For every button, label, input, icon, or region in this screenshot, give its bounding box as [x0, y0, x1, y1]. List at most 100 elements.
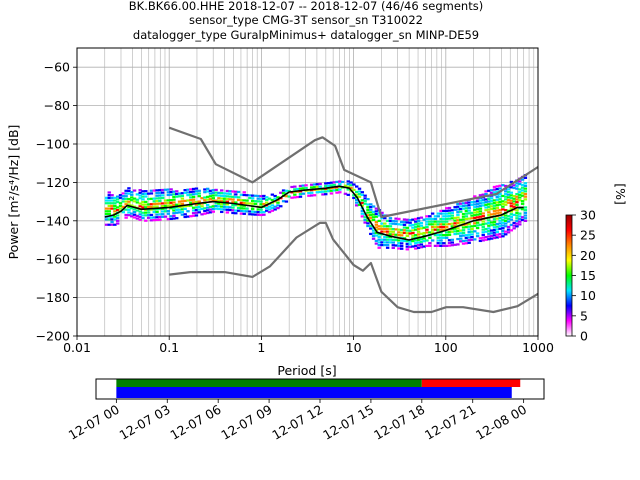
histogram-cell — [520, 186, 525, 189]
histogram-cell — [416, 219, 421, 223]
histogram-cell — [484, 203, 488, 206]
histogram-cell — [217, 191, 221, 194]
histogram-cell — [425, 239, 429, 242]
histogram-cell — [155, 216, 159, 219]
histogram-cell — [397, 231, 401, 234]
histogram-cell — [402, 226, 407, 229]
histogram-cell — [450, 230, 455, 233]
histogram-cell — [130, 215, 134, 218]
histogram-cell — [166, 209, 171, 213]
histogram-cell — [169, 204, 173, 207]
colorbar-gradient — [565, 214, 573, 337]
histogram-cell — [416, 225, 421, 228]
histogram-cell — [487, 203, 491, 206]
histogram-cell — [124, 192, 128, 195]
timeline-tick-label: 12-07 21 — [422, 402, 478, 443]
histogram-cell — [414, 239, 418, 242]
histogram-cell — [205, 187, 210, 190]
histogram-cell — [194, 192, 199, 196]
histogram-cell — [211, 191, 215, 194]
histogram-cell — [399, 228, 404, 232]
histogram-cell — [116, 214, 120, 217]
histogram-cell — [189, 204, 193, 207]
histogram-cell — [205, 190, 210, 193]
colorbar-tick-label: 0 — [580, 329, 588, 344]
histogram-cell — [523, 198, 528, 201]
histogram-cell — [130, 212, 134, 215]
histogram-cell — [191, 195, 196, 199]
histogram-cell — [509, 229, 514, 232]
histogram-cell — [464, 201, 469, 205]
histogram-cell — [298, 195, 303, 198]
histogram-cell — [363, 199, 367, 203]
histogram-cell — [506, 196, 511, 199]
histogram-cell — [430, 228, 435, 231]
histogram-cell — [512, 221, 516, 225]
histogram-cell — [155, 197, 159, 200]
histogram-cell — [138, 191, 142, 194]
histogram-cell — [324, 182, 328, 185]
histogram-cell — [492, 185, 497, 189]
histogram-cell — [489, 232, 494, 235]
histogram-cell — [515, 225, 519, 228]
histogram-cell — [461, 229, 466, 232]
histogram-cell — [506, 225, 511, 229]
histogram-cell — [504, 233, 508, 236]
histogram-cell — [515, 187, 519, 190]
histogram-cell — [250, 210, 255, 213]
histogram-cell — [110, 220, 114, 224]
histogram-cell — [130, 199, 134, 202]
histogram-cell — [394, 220, 398, 223]
histogram-cell — [169, 217, 173, 221]
histogram-cell — [402, 223, 407, 226]
histogram-cell — [371, 205, 376, 208]
histogram-cell — [492, 231, 497, 234]
histogram-cell — [442, 225, 446, 229]
histogram-cell — [259, 197, 263, 200]
histogram-cell — [349, 181, 353, 184]
histogram-cell — [394, 233, 398, 236]
histogram-cell — [377, 225, 381, 228]
histogram-cell — [498, 192, 502, 195]
y-tick-label: −200 — [36, 329, 70, 344]
histogram-cell — [447, 222, 452, 226]
histogram-cell — [110, 215, 114, 218]
histogram-cell — [135, 193, 140, 196]
histogram-cell — [512, 197, 516, 200]
histogram-cell — [515, 195, 519, 198]
histogram-cell — [391, 246, 395, 250]
histogram-cell — [467, 204, 471, 207]
histogram-cell — [127, 189, 131, 193]
histogram-cell — [512, 203, 516, 206]
histogram-cell — [245, 199, 249, 202]
histogram-cell — [411, 223, 415, 227]
histogram-cell — [411, 245, 415, 248]
histogram-cell — [144, 211, 148, 214]
histogram-cell — [520, 189, 525, 192]
histogram-cell — [425, 244, 429, 247]
histogram-cell — [304, 184, 308, 187]
histogram-cell — [374, 242, 379, 245]
histogram-cell — [360, 215, 365, 218]
histogram-cell — [175, 190, 179, 193]
histogram-cell — [141, 214, 145, 217]
histogram-cell — [248, 196, 252, 200]
histogram-cell — [363, 216, 367, 219]
histogram-cell — [523, 182, 528, 185]
histogram-cell — [388, 222, 393, 225]
timeline-tick-label: 12-07 18 — [371, 402, 427, 443]
histogram-cell — [473, 238, 477, 241]
histogram-cell — [447, 231, 452, 234]
histogram-cell — [231, 201, 235, 204]
histogram-cell — [501, 205, 505, 208]
histogram-cell — [399, 220, 404, 223]
histogram-cell — [489, 189, 494, 192]
histogram-cell — [419, 224, 424, 227]
histogram-cell — [355, 190, 359, 194]
histogram-cell — [425, 225, 429, 229]
histogram-cell — [276, 204, 280, 207]
histogram-cell — [442, 215, 446, 218]
histogram-cell — [203, 191, 207, 194]
histogram-cell — [180, 200, 185, 203]
histogram-cell — [495, 206, 499, 209]
